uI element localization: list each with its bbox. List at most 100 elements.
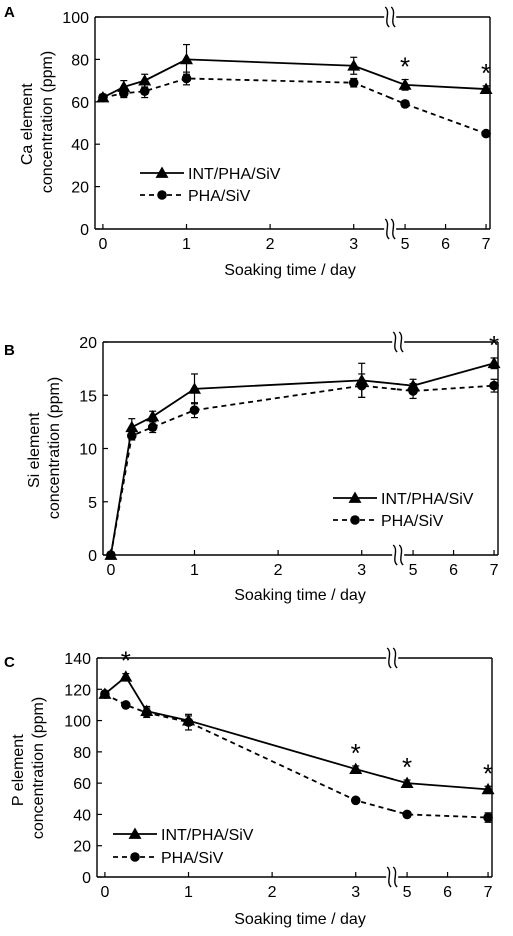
axis-break-mark bbox=[386, 866, 392, 888]
y-tick-label: 60 bbox=[73, 776, 91, 793]
circle-marker bbox=[356, 380, 367, 391]
triangle-marker bbox=[138, 74, 152, 86]
legend-circle-marker bbox=[350, 515, 360, 525]
y-tick-label: 140 bbox=[64, 651, 91, 668]
significance-star: * bbox=[400, 52, 410, 82]
x-tick-label: 0 bbox=[98, 236, 107, 253]
circle-marker bbox=[106, 550, 116, 560]
series-pha-siv bbox=[106, 373, 499, 560]
triangle-marker bbox=[146, 410, 160, 422]
circle-marker bbox=[141, 707, 152, 718]
significance-star: * bbox=[483, 758, 493, 788]
circle-marker bbox=[408, 386, 418, 396]
circle-marker bbox=[350, 795, 361, 806]
circle-marker bbox=[181, 73, 192, 84]
x-axis-label: Soaking time / day bbox=[224, 262, 356, 279]
y-axis-label-line-1: P element bbox=[10, 734, 27, 806]
y-tick-label: 20 bbox=[79, 335, 97, 352]
legend-triangle-marker bbox=[128, 827, 142, 839]
triangle-marker bbox=[180, 52, 194, 65]
series-line bbox=[388, 96, 487, 135]
y-tick-label: 80 bbox=[71, 52, 89, 69]
y-axis-label-line-2: concentration (ppm) bbox=[39, 51, 56, 193]
y-tick-label: 60 bbox=[71, 95, 89, 112]
axis-break-mark bbox=[386, 647, 392, 669]
x-tick-label: 3 bbox=[351, 884, 360, 901]
circle-marker bbox=[98, 92, 108, 103]
series-int-pha-siv bbox=[96, 43, 493, 103]
y-tick-label: 20 bbox=[71, 180, 89, 197]
circle-marker bbox=[483, 812, 493, 823]
legend-triangle-marker bbox=[348, 491, 362, 503]
series-line bbox=[110, 384, 400, 556]
panel-letter: C bbox=[4, 654, 15, 671]
legend-triangle-marker bbox=[155, 166, 169, 178]
legend-label: INT/PHA/SiV bbox=[188, 166, 281, 183]
circle-marker bbox=[189, 405, 200, 415]
triangle-marker bbox=[347, 59, 361, 71]
significance-star: * bbox=[481, 58, 491, 88]
axis-break-mark bbox=[392, 647, 398, 669]
y-axis-label-line-1: Si element bbox=[26, 412, 43, 488]
y-tick-label: 80 bbox=[73, 745, 91, 762]
x-axis-label: Soaking time / day bbox=[234, 587, 366, 604]
legend-label: PHA/SiV bbox=[381, 513, 444, 530]
y-axis-label-line-1: Ca element bbox=[19, 83, 36, 165]
series-int-pha-siv bbox=[98, 670, 495, 795]
x-tick-label: 6 bbox=[441, 236, 450, 253]
axis-break-mark bbox=[392, 544, 398, 566]
y-tick-label: 15 bbox=[79, 388, 97, 405]
x-tick-label: 0 bbox=[100, 884, 109, 901]
triangle-marker bbox=[119, 670, 133, 682]
y-tick-label: 100 bbox=[64, 714, 91, 731]
triangle-marker bbox=[481, 782, 495, 795]
x-tick-label: 5 bbox=[403, 884, 412, 901]
legend: INT/PHA/SiV PHA/SiV bbox=[140, 166, 281, 205]
x-tick-label: 3 bbox=[357, 562, 366, 579]
panel-b: B Si element concentration (ppm) Soaking… bbox=[4, 330, 501, 604]
axis-break-mark bbox=[392, 866, 398, 888]
triangle-marker bbox=[349, 762, 363, 774]
circle-marker bbox=[119, 88, 129, 99]
legend: INT/PHA/SiV PHA/SiV bbox=[333, 491, 474, 530]
x-tick-label: 6 bbox=[443, 884, 452, 901]
series-pha-siv bbox=[100, 689, 493, 823]
y-axis-label: P element concentration (ppm) bbox=[10, 697, 47, 839]
x-tick-label: 2 bbox=[266, 236, 275, 253]
x-tick-label: 2 bbox=[274, 562, 283, 579]
circle-marker bbox=[127, 430, 137, 441]
significance-star: * bbox=[402, 752, 412, 782]
triangle-marker bbox=[125, 420, 139, 433]
circle-marker bbox=[481, 128, 491, 139]
series-pha-siv bbox=[98, 71, 491, 139]
legend-label: PHA/SiV bbox=[188, 188, 251, 205]
legend-circle-marker bbox=[130, 852, 140, 862]
triangle-marker bbox=[487, 356, 501, 369]
panel-c: C P element concentration (ppm) Soaking … bbox=[4, 646, 495, 928]
x-axis-label: Soaking time / day bbox=[234, 911, 366, 928]
panel-letter: B bbox=[4, 342, 15, 359]
x-tick-label: 1 bbox=[184, 884, 193, 901]
x-tick-label: 1 bbox=[190, 562, 199, 579]
triangle-marker bbox=[479, 82, 493, 94]
significance-star: * bbox=[121, 646, 131, 676]
significance-star: * bbox=[351, 738, 361, 768]
circle-marker bbox=[147, 422, 158, 433]
axis-break-mark bbox=[390, 218, 396, 240]
y-tick-label: 5 bbox=[88, 495, 97, 512]
legend-label: PHA/SiV bbox=[161, 850, 224, 867]
y-tick-label: 120 bbox=[64, 682, 91, 699]
circle-marker bbox=[489, 380, 499, 391]
y-tick-label: 40 bbox=[71, 137, 89, 154]
significance-star: * bbox=[489, 330, 499, 360]
x-tick-label: 2 bbox=[268, 884, 277, 901]
circle-marker bbox=[402, 809, 412, 820]
x-tick-label: 7 bbox=[490, 562, 499, 579]
x-tick-label: 3 bbox=[349, 236, 358, 253]
legend-circle-marker bbox=[157, 190, 167, 200]
x-tick-label: 0 bbox=[106, 562, 115, 579]
axis-break-mark bbox=[398, 331, 404, 353]
y-tick-label: 0 bbox=[82, 870, 91, 887]
x-tick-label: 7 bbox=[482, 236, 491, 253]
